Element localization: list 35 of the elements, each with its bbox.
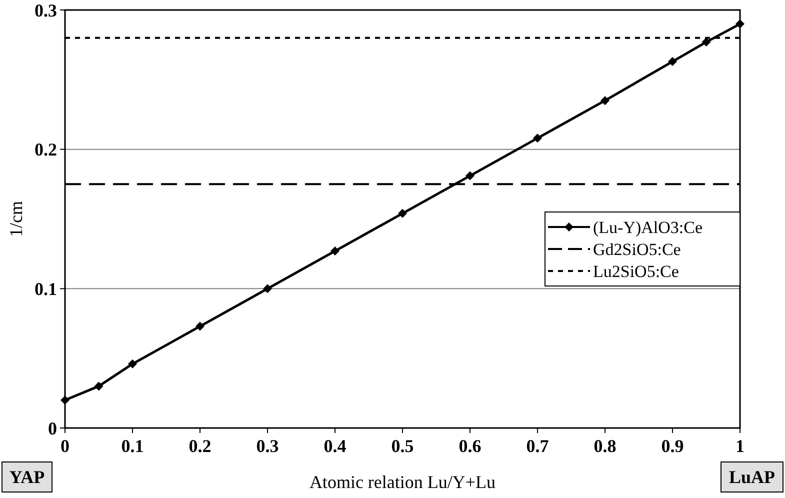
x-tick-label: 0.7 <box>526 436 549 456</box>
legend-label: Gd2SiO5:Ce <box>593 240 681 259</box>
y-axis-title: 1/cm <box>6 201 26 237</box>
point <box>533 134 542 143</box>
text: LuAP <box>728 467 776 487</box>
point <box>398 208 407 218</box>
x-tick-label: 1 <box>736 436 744 456</box>
x-axis-title: Atomic relation Lu/Y+Lu <box>309 472 496 492</box>
x-tick-label: 0 <box>60 436 70 456</box>
point <box>94 382 104 391</box>
x-tick-label: 0.3 <box>256 436 279 456</box>
x-tick-label: 0.8 <box>594 436 616 456</box>
point <box>600 96 610 106</box>
point <box>702 38 711 47</box>
y-tick-label: 0.3 <box>34 0 57 20</box>
point <box>668 57 677 66</box>
x-tick-label: 0.4 <box>324 436 346 456</box>
y-tick-label: 0.2 <box>34 140 57 160</box>
legend-label: (Lu-Y)AlO3:Ce <box>593 218 703 237</box>
x-tick-label: 0.1 <box>121 436 144 456</box>
point <box>466 171 474 180</box>
point <box>263 284 272 294</box>
y-tick-label: 0 <box>48 418 57 438</box>
point <box>196 322 204 331</box>
point <box>736 19 744 28</box>
x-tick-label: 0.5 <box>391 436 414 456</box>
point <box>128 359 137 368</box>
point <box>330 246 340 256</box>
text: YAP <box>9 467 45 487</box>
x-tick-label: 0.9 <box>661 436 684 456</box>
legend-label: Lu2SiO5:Ce <box>593 262 679 281</box>
point <box>60 396 70 405</box>
y-tick-label: 0.1 <box>34 278 57 299</box>
x-tick-label: 0.6 <box>458 436 482 456</box>
x-tick-label: 0.2 <box>188 436 212 456</box>
